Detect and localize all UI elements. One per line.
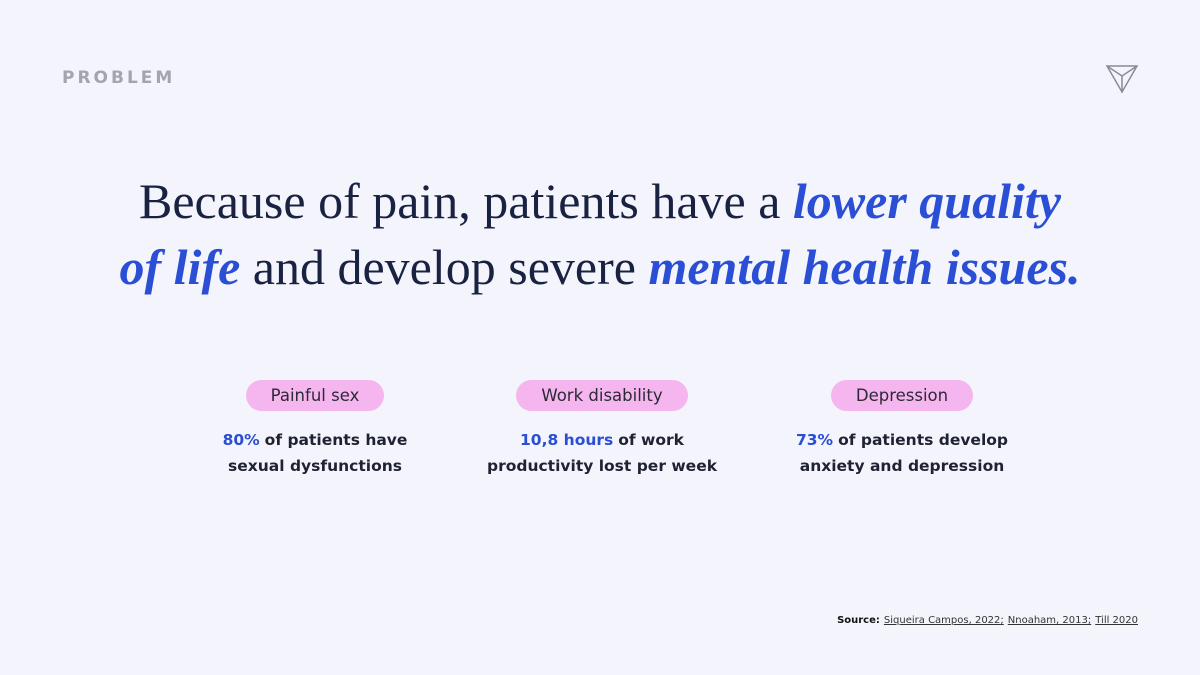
headline-text: and develop severe	[240, 239, 649, 295]
stat-body: 80% of patients have sexual dysfunctions	[165, 427, 465, 479]
headline-line: Because of pain, patients have a lower q…	[0, 168, 1200, 234]
stat-text: of patients have	[264, 431, 408, 449]
stat-line: productivity lost per week	[486, 457, 718, 475]
pill-row: Depression	[752, 380, 1052, 427]
stat-line: sexual dysfunctions	[228, 457, 402, 475]
stat-highlight: 80%	[222, 431, 260, 449]
stat: Depression 73% of patients develop anxiety …	[752, 380, 1052, 479]
stat-text: of work	[618, 431, 684, 449]
stat-body: 10,8 hours of work productivity lost per w…	[452, 427, 752, 479]
stat-highlight: 10,8 hours	[520, 431, 614, 449]
source-ref: Nnoaham, 2013;	[1007, 615, 1092, 626]
section-label: PROBLEM	[62, 68, 176, 88]
stat-line: anxiety and depression	[799, 457, 1005, 475]
headline-emphasis: of life	[119, 239, 241, 295]
stat-tag: Work disability	[516, 380, 688, 411]
pill-row: Work disability	[452, 380, 752, 427]
stat: Work disability 10,8 hours of work producti…	[452, 380, 752, 479]
stat-highlight: 73%	[795, 431, 834, 449]
stat-tag: Depression	[830, 380, 974, 411]
headline-emphasis: mental health issues.	[648, 239, 1081, 295]
source: Source: Siqueira Campos, 2022; Nnoaham, 20…	[837, 615, 1138, 626]
source-ref: Till 2020	[1095, 615, 1138, 626]
source-label: Source:	[837, 615, 880, 626]
headline-emphasis: lower quality	[792, 173, 1061, 229]
stat-tag: Painful sex	[245, 380, 385, 411]
pill-row: Painful sex	[165, 380, 465, 427]
headline: Because of pain, patients have a lower q…	[0, 168, 1200, 300]
headline-text: Because of pain, patients have a	[139, 173, 793, 229]
stat: Painful sex 80% of patients have sexual dys…	[165, 380, 465, 479]
source-ref: Siqueira Campos, 2022;	[883, 615, 1004, 626]
stat-body: 73% of patients develop anxiety and depres…	[752, 427, 1052, 479]
stat-line: 10,8 hours of work	[452, 427, 752, 453]
stat-text: of patients develop	[838, 431, 1009, 449]
stat-line: 80% of patients have	[165, 427, 465, 453]
headline-line: of life and develop severe mental health…	[0, 234, 1200, 300]
stat-line: 73% of patients develop	[752, 427, 1052, 453]
logo	[1105, 65, 1139, 94]
